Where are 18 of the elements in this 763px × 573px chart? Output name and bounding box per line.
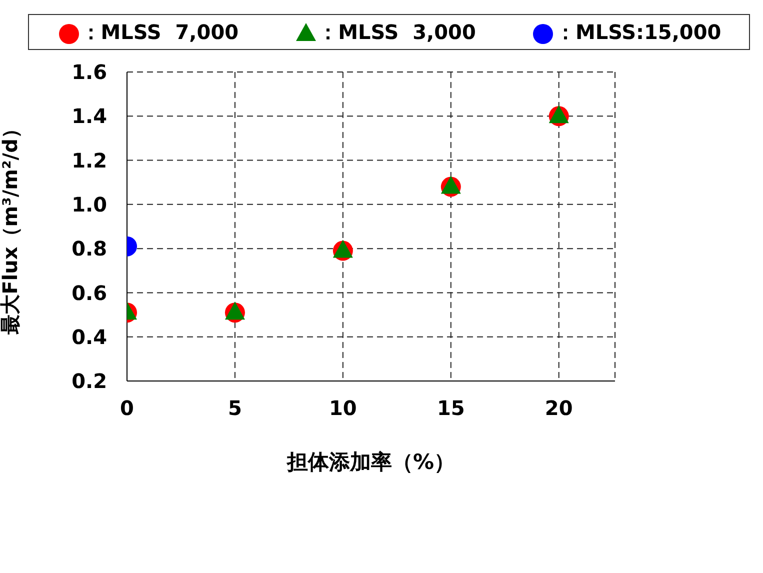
y-tick-label: 1.6 — [72, 60, 107, 84]
y-tick-label: 0.2 — [72, 369, 107, 394]
legend-label: ：MLSS 7,000 — [80, 18, 239, 46]
y-tick-label: 0.8 — [72, 236, 107, 261]
y-tick-label: 1.0 — [72, 192, 107, 217]
legend-label: ：MLSS:15,000 — [554, 18, 722, 46]
y-tick-label: 0.4 — [72, 324, 107, 349]
y-tick-label: 0.6 — [72, 280, 107, 305]
x-tick-label: 5 — [228, 396, 242, 420]
x-axis-title: 担体添加率（%） — [286, 450, 456, 474]
x-tick-label: 10 — [329, 396, 357, 420]
legend-label: ：MLSS 3,000 — [317, 18, 476, 46]
y-tick-label: 1.4 — [72, 104, 107, 128]
x-tick-label: 0 — [120, 396, 134, 420]
x-tick-label: 15 — [436, 396, 465, 420]
x-tick-label: 20 — [544, 396, 573, 420]
y-tick-label: 1.2 — [72, 148, 107, 172]
y-axis-title: 最大Flux（m³/m²/d） — [0, 118, 22, 336]
